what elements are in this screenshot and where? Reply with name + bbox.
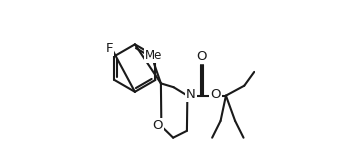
Text: N: N [186,88,196,101]
Text: F: F [105,42,113,55]
Text: O: O [210,88,221,101]
Text: Me: Me [145,49,163,62]
Text: O: O [196,50,206,63]
Text: O: O [153,119,163,132]
